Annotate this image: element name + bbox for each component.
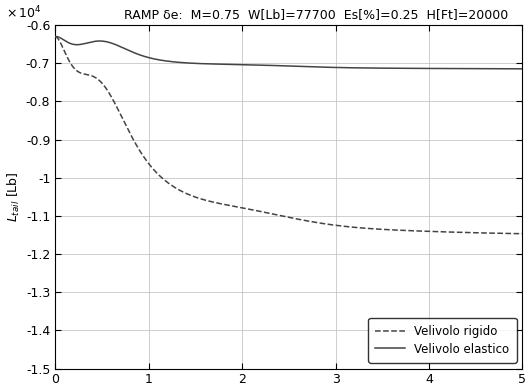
Text: $\times\,10^4$: $\times\,10^4$ [6,5,41,22]
Legend: Velivolo rigido, Velivolo elastico: Velivolo rigido, Velivolo elastico [368,318,517,363]
Text: RAMP δe:  M=0.75  W[Lb]=77700  Es[%]=0.25  H[Ft]=20000: RAMP δe: M=0.75 W[Lb]=77700 Es[%]=0.25 H… [124,8,509,21]
Y-axis label: $L_{tail}\ \mathrm{[Lb]}$: $L_{tail}\ \mathrm{[Lb]}$ [5,172,22,222]
